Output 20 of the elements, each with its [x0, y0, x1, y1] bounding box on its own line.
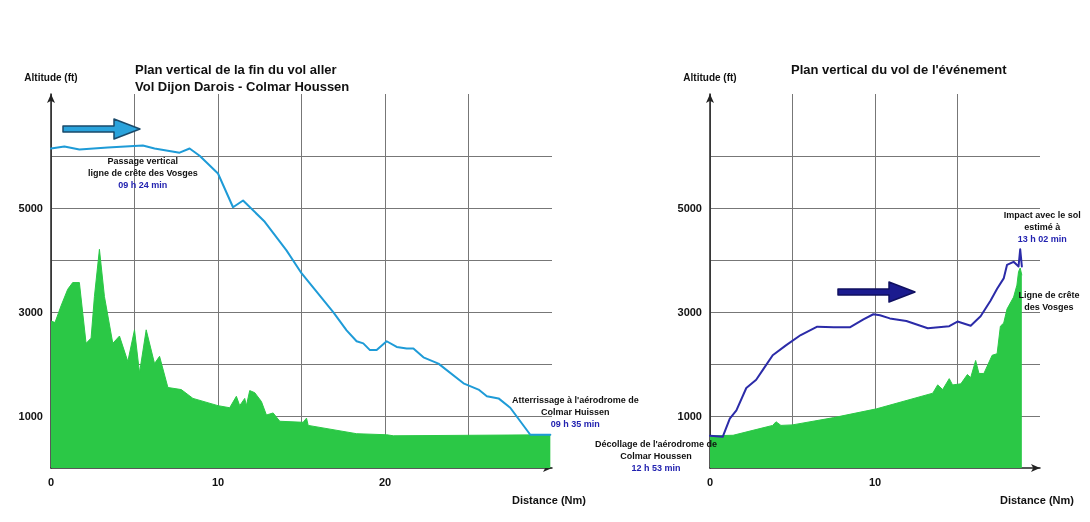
chart-title: Plan vertical du vol de l'événement [791, 62, 1008, 77]
y-tick-label: 1000 [677, 410, 702, 423]
x-axis-title: Distance (Nm) [1000, 493, 1075, 506]
x-tick-label: 20 [378, 475, 392, 488]
y-axis-title: Altitude (ft) [683, 71, 737, 83]
y-tick-label: 5000 [18, 202, 43, 215]
y-tick-label: 5000 [677, 202, 702, 215]
x-axis-title: Distance (Nm) [512, 493, 587, 506]
x-tick-label: 0 [47, 475, 55, 488]
x-tick-label: 10 [868, 475, 882, 488]
chart-title: Plan vertical de la fin du vol aller [135, 62, 337, 77]
annotation: Impact avec le sol estimé à 13 h 02 min [1003, 210, 1081, 245]
x-tick-label: 10 [211, 475, 225, 488]
annotation: Atterrissage à l'aérodrome de Colmar Huissen 09 h 35 min [511, 394, 639, 429]
y-axis-title: Altitude (ft) [24, 71, 78, 83]
y-tick-label: 3000 [677, 306, 702, 319]
x-tick-label: 0 [706, 475, 714, 488]
chart-subtitle: Vol Dijon Darois - Colmar Houssen [135, 79, 350, 94]
y-tick-label: 1000 [18, 410, 43, 423]
y-tick-label: 3000 [18, 306, 43, 319]
